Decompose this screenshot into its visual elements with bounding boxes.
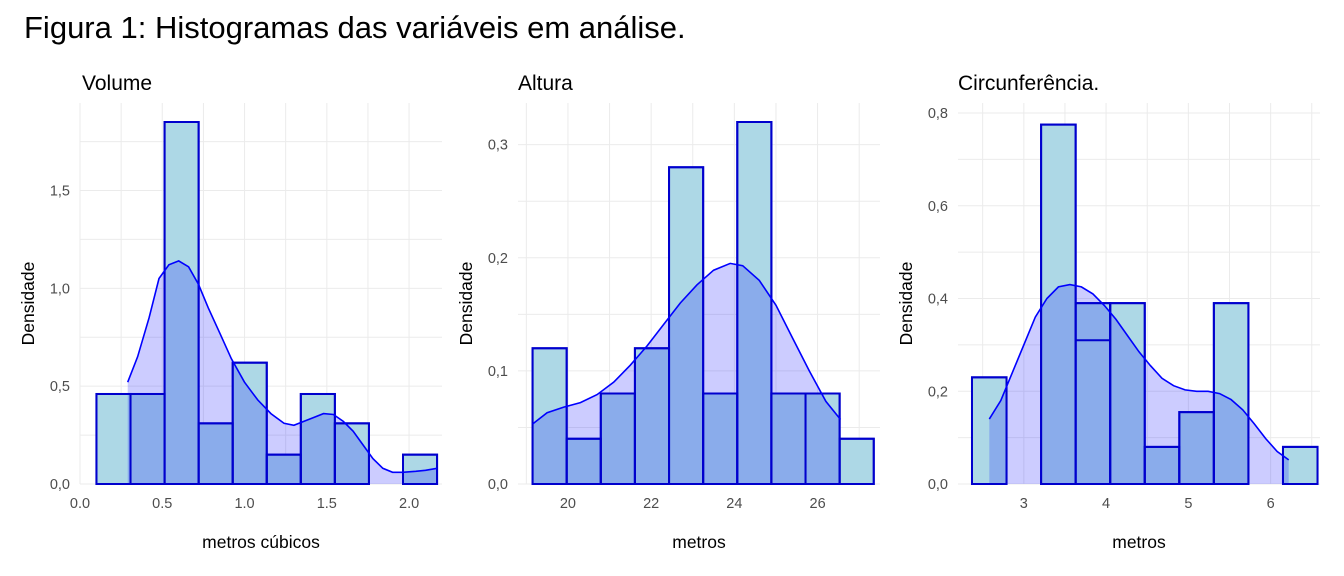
x-axis-label: metros: [672, 532, 726, 552]
x-axis-label: metros: [1112, 532, 1166, 552]
density-line: [988, 283, 1290, 461]
y-tick-label: 1,0: [50, 281, 70, 297]
panel-title: Circunferência.: [958, 72, 1099, 95]
histogram-bar: [838, 437, 875, 485]
y-tick-label: 0,5: [50, 379, 70, 395]
histogram-bar-outline: [838, 437, 875, 485]
x-tick-label: 3: [1020, 496, 1028, 512]
x-tick-label: 5: [1184, 496, 1192, 512]
x-tick-label: 22: [643, 496, 659, 512]
x-axis-label: metros cúbicos: [202, 532, 320, 552]
y-tick-label: 0,2: [488, 251, 508, 267]
histogram-bar-outline: [736, 121, 773, 485]
y-tick-label: 0,0: [488, 477, 508, 493]
x-tick-label: 0.5: [152, 496, 172, 512]
histogram-bar-outline: [1109, 302, 1146, 486]
x-tick-label: 26: [810, 496, 826, 512]
density-area: [127, 260, 438, 484]
panel-1: 0,0 0,5 1,0 1,5 0.0 0.5 1.0 1.5 2.0 metros cúbico…: [18, 72, 442, 552]
x-tick-label: 1.5: [317, 496, 337, 512]
histogram-bar: [163, 121, 200, 485]
x-tick-label: 4: [1102, 496, 1110, 512]
panel-2: 0,0 0,1 0,2 0,3 20 22 24 26 metros Densidade Altur…: [456, 72, 880, 552]
y-axis-label: Densidade: [896, 262, 916, 346]
x-tick-label: 2.0: [399, 496, 419, 512]
y-axis-label: Densidade: [456, 262, 476, 346]
density-area: [532, 263, 841, 484]
x-tick-label: 1.0: [234, 496, 254, 512]
y-tick-label: 0,1: [488, 364, 508, 380]
x-tick-label: 24: [726, 496, 742, 512]
histogram-bar-outline: [531, 347, 568, 485]
density-line: [126, 260, 438, 474]
histogram-bar-outline: [668, 166, 705, 485]
y-tick-label: 0,3: [488, 138, 508, 154]
y-tick-label: 0,2: [928, 384, 948, 400]
x-tick-label: 20: [560, 496, 576, 512]
histogram-bar-outline: [1212, 302, 1250, 486]
y-tick-label: 1,5: [50, 183, 70, 199]
x-tick-label: 6: [1267, 496, 1275, 512]
panel-3: 0,0 0,2 0,4 0,6 0,8 3 4 5 6 metros Densidade Circun…: [896, 72, 1320, 552]
histogram-bar-outline: [402, 453, 439, 486]
histogram-bar-outline: [970, 376, 1008, 485]
histogram-bar: [197, 422, 234, 486]
y-tick-label: 0,4: [928, 292, 948, 308]
y-tick-label: 0,0: [50, 477, 70, 493]
histogram-bar-outline: [163, 121, 200, 485]
density-line: [532, 262, 842, 425]
y-tick-label: 0,0: [928, 477, 948, 493]
histogram-bar-outline: [1281, 445, 1319, 485]
y-tick-label: 0,8: [928, 106, 948, 122]
histogram-bar-outline: [231, 361, 268, 486]
panel-title: Volume: [82, 72, 152, 95]
x-tick-label: 0.0: [70, 496, 90, 512]
y-axis-label: Densidade: [18, 262, 38, 346]
histogram-bar: [95, 392, 132, 486]
y-tick-label: 0,6: [928, 199, 948, 215]
panel-title: Altura: [518, 72, 573, 95]
figure-title: Figura 1: Histogramas das variáveis em a…: [24, 10, 686, 45]
